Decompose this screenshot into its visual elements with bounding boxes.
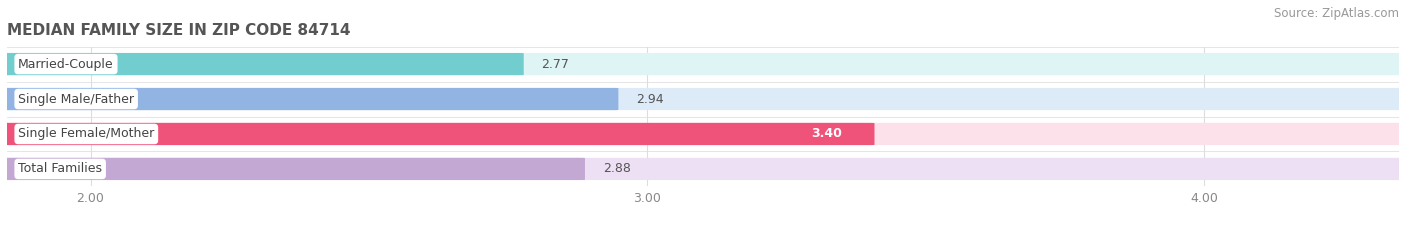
- Text: Married-Couple: Married-Couple: [18, 58, 114, 71]
- FancyBboxPatch shape: [3, 158, 1403, 180]
- FancyBboxPatch shape: [3, 53, 523, 75]
- FancyBboxPatch shape: [3, 88, 619, 110]
- FancyBboxPatch shape: [3, 123, 1403, 145]
- FancyBboxPatch shape: [3, 53, 1403, 75]
- FancyBboxPatch shape: [3, 123, 875, 145]
- Text: Single Male/Father: Single Male/Father: [18, 93, 134, 106]
- Text: Source: ZipAtlas.com: Source: ZipAtlas.com: [1274, 7, 1399, 20]
- FancyBboxPatch shape: [3, 158, 585, 180]
- Text: 3.40: 3.40: [811, 127, 842, 140]
- Text: Single Female/Mother: Single Female/Mother: [18, 127, 155, 140]
- Text: MEDIAN FAMILY SIZE IN ZIP CODE 84714: MEDIAN FAMILY SIZE IN ZIP CODE 84714: [7, 24, 350, 38]
- Text: 2.77: 2.77: [541, 58, 569, 71]
- Text: Total Families: Total Families: [18, 162, 103, 175]
- Text: 2.88: 2.88: [603, 162, 631, 175]
- FancyBboxPatch shape: [3, 88, 1403, 110]
- Text: 2.94: 2.94: [636, 93, 664, 106]
